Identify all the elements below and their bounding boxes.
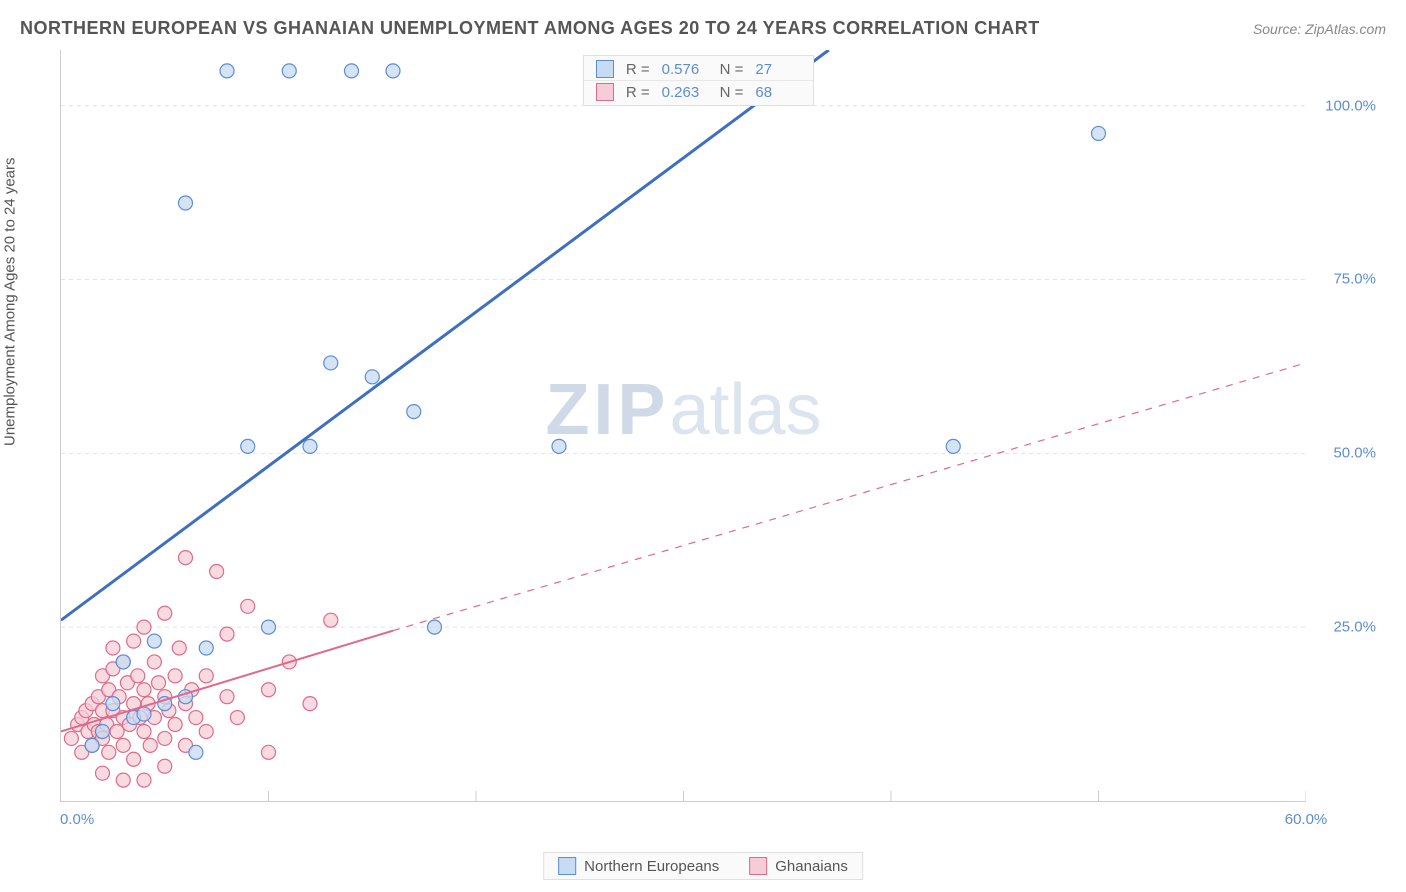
stats-row: R = 0.576 N = 27	[584, 58, 814, 81]
stats-r-label: R =	[626, 61, 650, 78]
stats-r-label: R =	[626, 84, 650, 101]
chart-title: NORTHERN EUROPEAN VS GHANAIAN UNEMPLOYME…	[20, 18, 1040, 39]
stats-n-value: 68	[755, 84, 801, 101]
stats-n-value: 27	[755, 61, 801, 78]
chart-container: NORTHERN EUROPEAN VS GHANAIAN UNEMPLOYME…	[0, 0, 1406, 892]
series-legend: Northern Europeans Ghanaians	[543, 852, 863, 880]
y-tick-label: 50.0%	[1333, 445, 1376, 462]
chart-svg	[61, 50, 1306, 801]
stats-swatch	[596, 60, 614, 78]
plot-area: ZIPatlas	[60, 50, 1306, 802]
stats-n-label: N =	[720, 84, 744, 101]
x-tick-max: 60.0%	[1285, 811, 1328, 828]
correlation-stats-box: R = 0.576 N = 27 R = 0.263 N = 68	[583, 55, 815, 106]
source-label: Source: ZipAtlas.com	[1253, 21, 1386, 37]
x-tick-min: 0.0%	[60, 811, 94, 828]
y-tick-label: 100.0%	[1325, 97, 1376, 114]
y-axis-label: Unemployment Among Ages 20 to 24 years	[2, 157, 19, 446]
title-bar: NORTHERN EUROPEAN VS GHANAIAN UNEMPLOYME…	[20, 18, 1386, 39]
legend-item-ghanaian: Ghanaians	[749, 857, 848, 875]
legend-label-ghanaian: Ghanaians	[775, 858, 848, 875]
stats-swatch	[596, 83, 614, 101]
legend-swatch-ghanaian	[749, 857, 767, 875]
stats-row: R = 0.263 N = 68	[584, 81, 814, 103]
legend-label-northern: Northern Europeans	[584, 858, 719, 875]
stats-r-value: 0.263	[662, 84, 708, 101]
stats-r-value: 0.576	[662, 61, 708, 78]
legend-swatch-northern	[558, 857, 576, 875]
stats-n-label: N =	[720, 61, 744, 78]
y-tick-label: 25.0%	[1333, 619, 1376, 636]
plot-wrap: ZIPatlas 0.0% 60.0% 25.0% 50.0% 75.0% 100.0…	[60, 50, 1386, 842]
y-tick-label: 75.0%	[1333, 271, 1376, 288]
legend-item-northern: Northern Europeans	[558, 857, 719, 875]
